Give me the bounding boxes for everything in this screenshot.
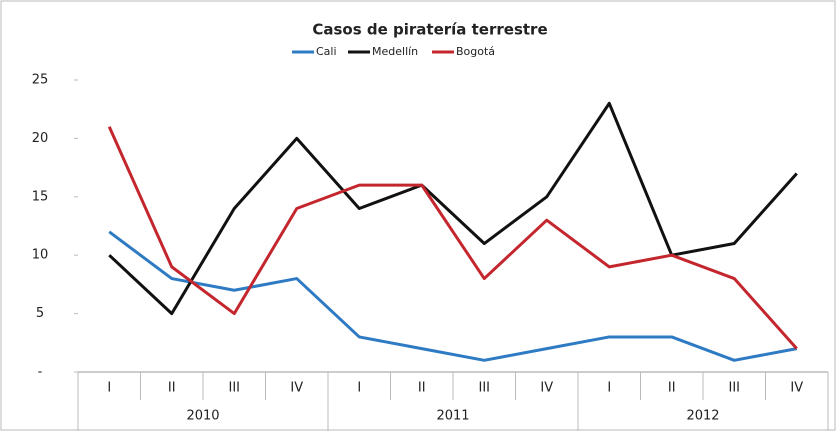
y-tick-label: 5 (36, 306, 44, 321)
x-tick-label: II (418, 381, 426, 396)
x-tick-label: IV (290, 381, 303, 396)
x-tick-label: I (357, 381, 361, 396)
y-tick-label: 10 (32, 248, 49, 263)
x-tick-label: IV (540, 381, 553, 396)
group-label: 2012 (686, 409, 719, 424)
legend-label: Cali (316, 45, 337, 58)
group-label: 2011 (436, 409, 469, 424)
chart-title: Casos de piratería terrestre (312, 21, 547, 39)
x-tick-label: I (107, 381, 111, 396)
x-tick-label: III (478, 381, 490, 396)
x-tick-label: II (168, 381, 176, 396)
y-tick-label: - (38, 365, 43, 380)
legend-label: Bogotá (456, 45, 495, 58)
x-tick-label: III (228, 381, 240, 396)
series-line (108, 101, 798, 316)
x-tick-label: I (607, 381, 611, 396)
y-tick-label: 25 (32, 73, 49, 88)
x-tick-label: IV (790, 381, 803, 396)
series-line (107, 126, 798, 350)
group-label: 2010 (186, 409, 219, 424)
y-tick-label: 15 (32, 189, 49, 204)
x-tick-label: III (728, 381, 740, 396)
y-tick-label: 20 (32, 131, 49, 146)
x-tick-label: II (668, 381, 676, 396)
legend-label: Medellín (372, 45, 418, 58)
series-line (108, 230, 798, 362)
